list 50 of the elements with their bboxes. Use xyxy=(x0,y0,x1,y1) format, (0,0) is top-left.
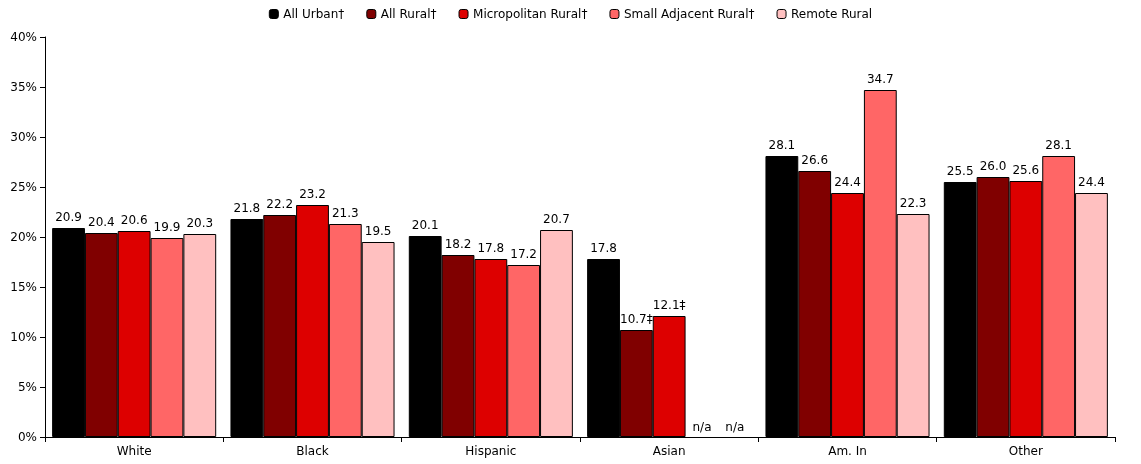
data-label: 25.6 xyxy=(1012,163,1040,177)
data-label: 24.4 xyxy=(1078,175,1105,189)
y-tick-label: 30% xyxy=(10,130,37,144)
y-tick-label: 10% xyxy=(10,330,37,344)
data-label: 22.2 xyxy=(266,197,294,211)
data-label: 21.3 xyxy=(331,206,359,220)
y-tick-label: 5% xyxy=(17,380,37,394)
data-label: 26.6 xyxy=(801,153,829,167)
data-label: 17.8 xyxy=(477,241,505,255)
legend-label: All Urban† xyxy=(283,7,345,21)
data-label: 28.1 xyxy=(1045,138,1073,152)
data-label: 20.9 xyxy=(55,210,82,224)
data-label: 22.3 xyxy=(899,196,927,210)
data-label: 12.1‡ xyxy=(652,298,686,312)
y-tick-label: 15% xyxy=(10,280,37,294)
data-label: 20.1 xyxy=(411,218,439,232)
data-label: 25.5 xyxy=(946,164,974,178)
data-label: 10.7‡ xyxy=(619,312,653,326)
data-label: 19.5 xyxy=(364,224,392,238)
data-label: 24.4 xyxy=(834,175,861,189)
y-tick-label: 35% xyxy=(10,80,37,94)
data-label: 34.7 xyxy=(866,72,894,86)
text: n/a xyxy=(725,420,745,434)
legend-label: Remote Rural xyxy=(791,7,873,21)
data-label: 19.9 xyxy=(153,220,181,234)
data-label: 26.0 xyxy=(979,159,1007,173)
data-label: 20.7 xyxy=(543,212,570,226)
data-label: 20.3 xyxy=(186,216,214,230)
data-label: 17.2 xyxy=(510,247,538,261)
x-tick-label: White xyxy=(116,444,152,458)
y-tick-label: 0% xyxy=(17,430,37,444)
text: n/a xyxy=(692,420,712,434)
data-label: 18.2 xyxy=(444,237,472,251)
x-tick-label: Hispanic xyxy=(465,444,517,458)
data-label: 28.1 xyxy=(768,138,796,152)
x-tick-label: Other xyxy=(1008,444,1043,458)
y-tick-label: 20% xyxy=(10,230,37,244)
data-label: 20.4 xyxy=(87,215,115,229)
data-label: 17.8 xyxy=(590,241,617,255)
y-tick-label: 25% xyxy=(10,180,37,194)
data-label: 20.6 xyxy=(120,213,148,227)
x-tick-label: Black xyxy=(296,444,329,458)
legend-label: Small Adjacent Rural† xyxy=(623,7,755,21)
data-label: 23.2 xyxy=(299,187,326,201)
x-tick-label: Asian xyxy=(652,444,686,458)
legend-label: Micropolitan Rural† xyxy=(473,7,588,21)
x-tick-label: Am. In xyxy=(828,444,867,458)
data-label: 21.8 xyxy=(233,201,261,215)
legend-label: All Rural† xyxy=(380,7,437,21)
y-tick-label: 40% xyxy=(10,30,37,44)
